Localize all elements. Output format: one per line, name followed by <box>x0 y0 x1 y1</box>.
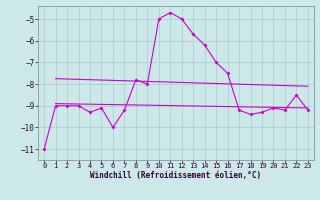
X-axis label: Windchill (Refroidissement éolien,°C): Windchill (Refroidissement éolien,°C) <box>91 171 261 180</box>
